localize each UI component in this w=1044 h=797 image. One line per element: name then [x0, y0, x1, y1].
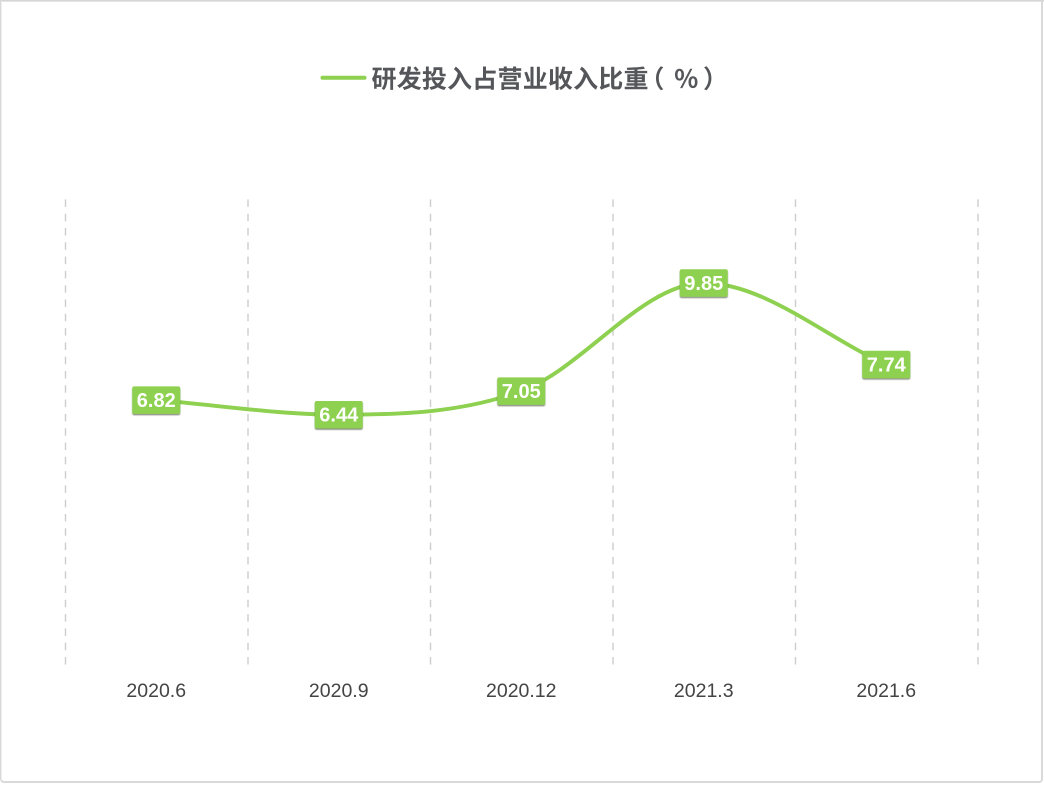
- svg-text:2020.9: 2020.9: [309, 680, 369, 702]
- svg-text:2021.6: 2021.6: [856, 680, 916, 702]
- svg-text:2020.12: 2020.12: [486, 680, 557, 702]
- svg-text:6.82: 6.82: [137, 390, 176, 412]
- svg-text:7.05: 7.05: [502, 381, 541, 403]
- svg-text:6.44: 6.44: [319, 405, 359, 427]
- svg-text:2021.3: 2021.3: [674, 680, 734, 702]
- svg-text:7.74: 7.74: [867, 355, 907, 377]
- svg-text:2020.6: 2020.6: [126, 680, 186, 702]
- svg-text:9.85: 9.85: [684, 273, 723, 295]
